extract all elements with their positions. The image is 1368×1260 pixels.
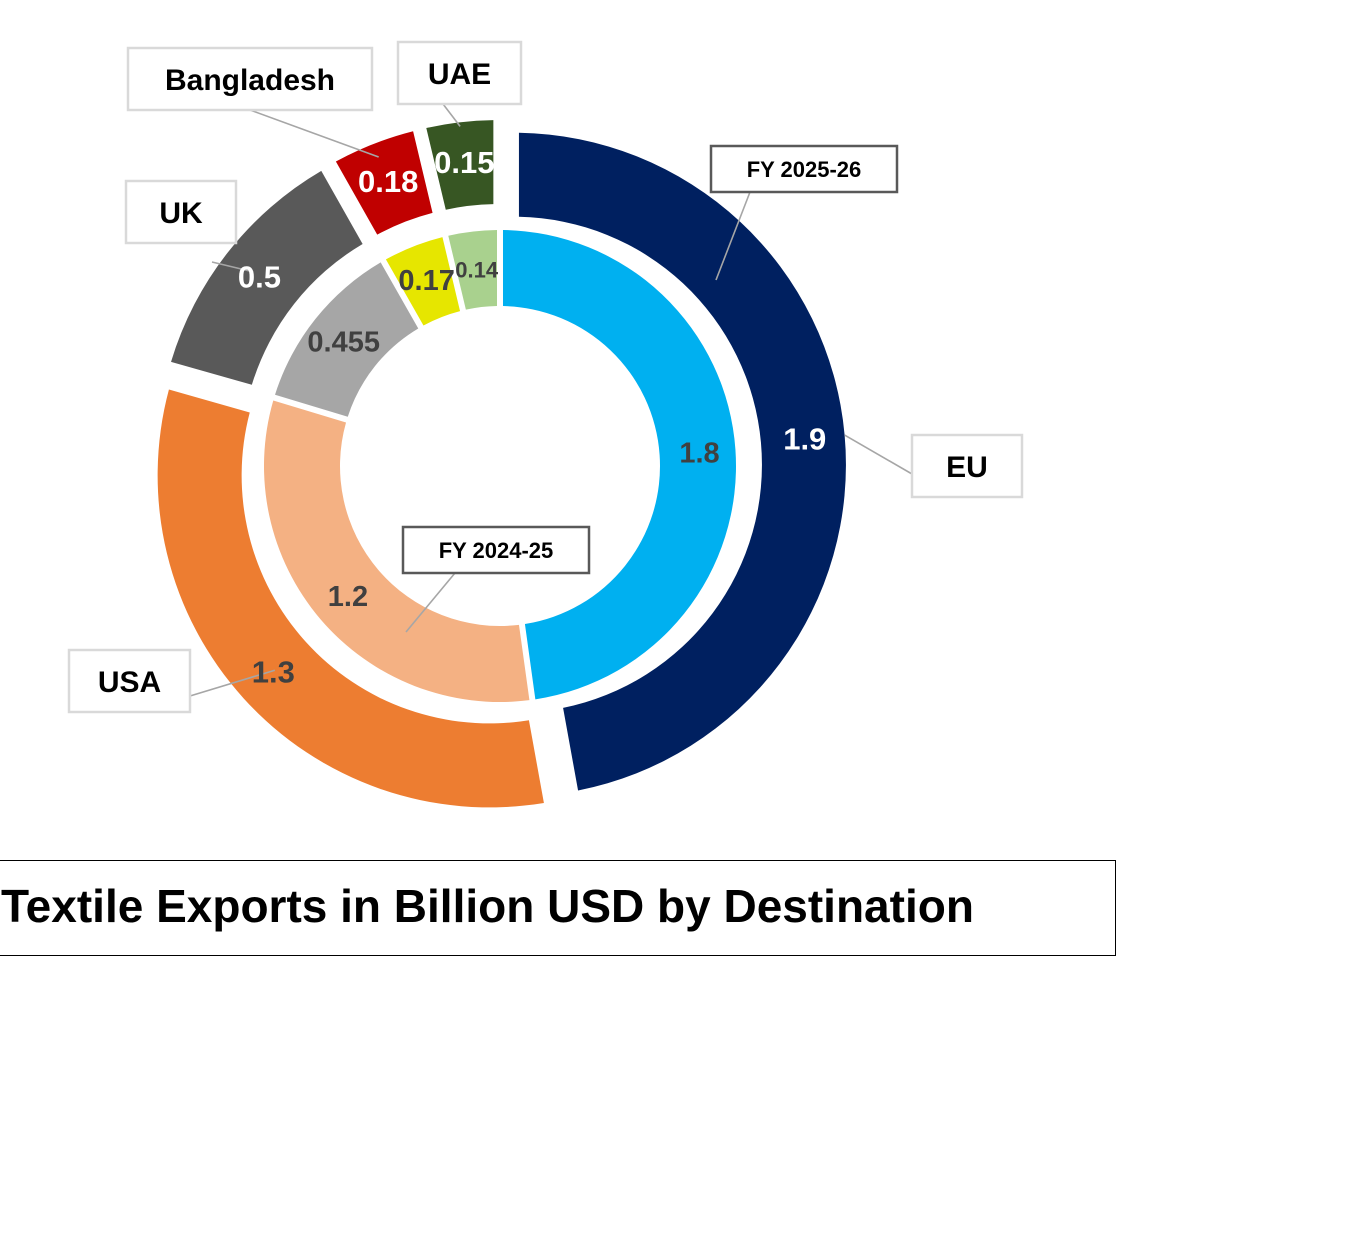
outer-slice-usa bbox=[157, 389, 544, 808]
inner-slice-eu bbox=[502, 230, 737, 700]
category-label-eu: EU bbox=[946, 451, 988, 484]
outer-value-label-bangladesh: 0.18 bbox=[358, 164, 418, 199]
leader-line-bangladesh bbox=[249, 109, 379, 158]
category-label-box-usa bbox=[67, 648, 192, 714]
category-label-bangladesh: Bangladesh bbox=[165, 64, 335, 97]
inner-slice-uk bbox=[275, 262, 419, 417]
leader-line-usa bbox=[189, 669, 276, 697]
category-label-box-uae bbox=[396, 40, 523, 106]
leader-line-eu bbox=[844, 434, 913, 475]
chart-title: Textile Exports in Billion USD by Destin… bbox=[1, 880, 974, 932]
category-label-box-eu bbox=[910, 433, 1024, 499]
series-label-box-fy-2025-26 bbox=[709, 144, 899, 194]
leader-line-fy-2024-25 bbox=[405, 572, 456, 633]
inner-value-label-eu: 1.8 bbox=[679, 437, 719, 469]
series-label-fy-2024-25: FY 2024-25 bbox=[439, 538, 554, 563]
leader-line-fy-2025-26 bbox=[715, 191, 751, 281]
leader-line-uk bbox=[211, 261, 254, 273]
outer-slice-bangladesh bbox=[335, 131, 433, 235]
category-label-box-bangladesh bbox=[126, 46, 374, 112]
series-label-fy-2025-26: FY 2025-26 bbox=[747, 157, 862, 182]
outer-value-label-uae: 0.15 bbox=[434, 145, 494, 180]
category-label-usa: USA bbox=[98, 666, 161, 699]
category-label-box-uk bbox=[124, 179, 238, 245]
inner-value-label-uae: 0.14 bbox=[455, 258, 499, 283]
category-label-uae: UAE bbox=[428, 58, 491, 91]
chart-title-box: Textile Exports in Billion USD by Destin… bbox=[0, 860, 1116, 956]
outer-value-label-eu: 1.9 bbox=[783, 421, 826, 456]
inner-value-label-usa: 1.2 bbox=[328, 581, 368, 613]
outer-slice-eu bbox=[518, 132, 846, 791]
series-label-box-fy-2024-25 bbox=[401, 525, 591, 575]
outer-value-label-usa: 1.3 bbox=[252, 654, 295, 689]
inner-value-label-uk: 0.455 bbox=[307, 326, 380, 358]
outer-slice-uae bbox=[426, 120, 494, 210]
inner-value-label-bangladesh: 0.17 bbox=[398, 265, 454, 297]
inner-slice-uae bbox=[448, 230, 498, 310]
inner-slice-usa bbox=[264, 400, 530, 702]
inner-slice-bangladesh bbox=[385, 237, 461, 326]
outer-value-label-uk: 0.5 bbox=[238, 260, 281, 295]
category-label-uk: UK bbox=[159, 197, 203, 230]
outer-slice-uk bbox=[171, 170, 363, 385]
leader-line-uae bbox=[442, 103, 461, 127]
